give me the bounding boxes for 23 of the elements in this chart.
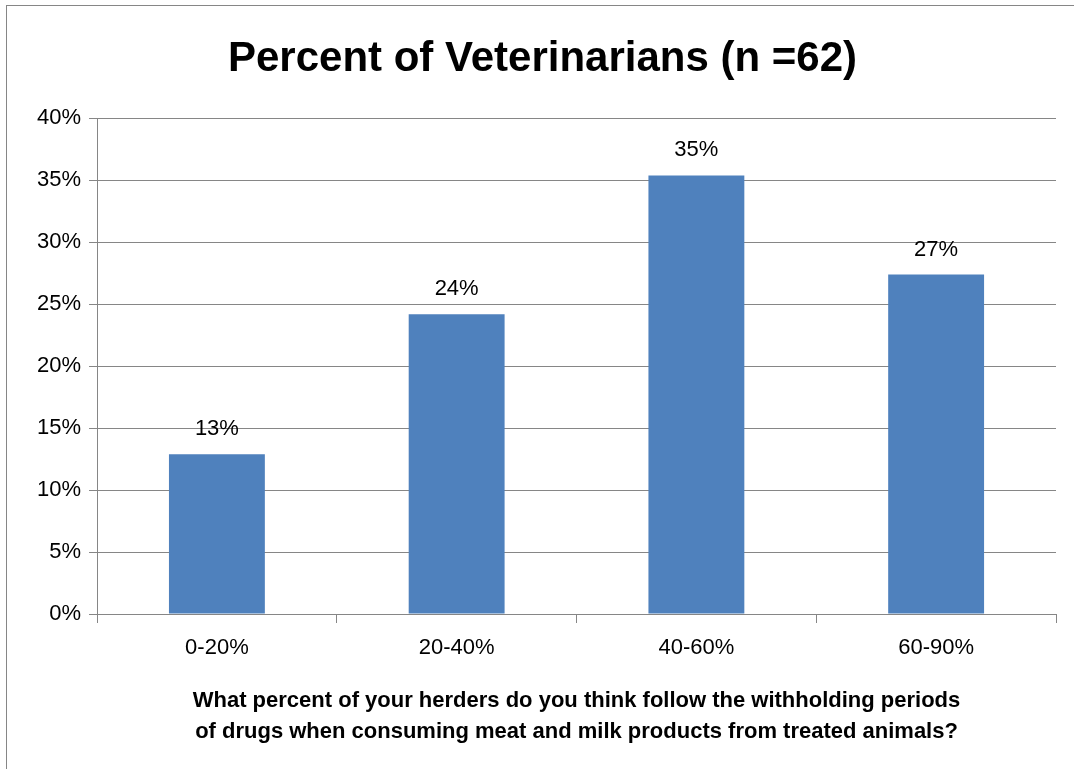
- x-tick-label: 20-40%: [418, 634, 495, 660]
- y-tick-label: 35%: [36, 166, 82, 192]
- bar: [888, 274, 985, 614]
- y-tick-label: 10%: [36, 476, 82, 502]
- y-tick-label: 0%: [49, 600, 82, 626]
- y-tick-label: 30%: [36, 228, 82, 254]
- y-tick-label: 5%: [49, 538, 82, 564]
- data-label: 13%: [194, 415, 239, 441]
- bar: [408, 314, 505, 614]
- data-label: 27%: [914, 235, 959, 261]
- y-tick-label: 20%: [36, 352, 82, 378]
- y-tick-label: 25%: [36, 290, 82, 316]
- x-axis-title: What percent of your herders do you think follow the withholding periods of drugs when consuming meat and milk products from treated animals?: [192, 686, 961, 743]
- chart-title: Percent of Veterinarians (n =62): [227, 32, 858, 80]
- x-tick-label: 0-20%: [185, 634, 249, 660]
- y-tick-label: 40%: [36, 104, 82, 130]
- x-tick-label: 40-60%: [658, 634, 735, 660]
- data-label: 35%: [674, 136, 719, 162]
- bar: [168, 454, 265, 614]
- data-label: 24%: [434, 275, 479, 301]
- y-tick-label: 15%: [36, 414, 82, 440]
- x-tick-label: 60-90%: [898, 634, 975, 660]
- bar: [648, 175, 745, 614]
